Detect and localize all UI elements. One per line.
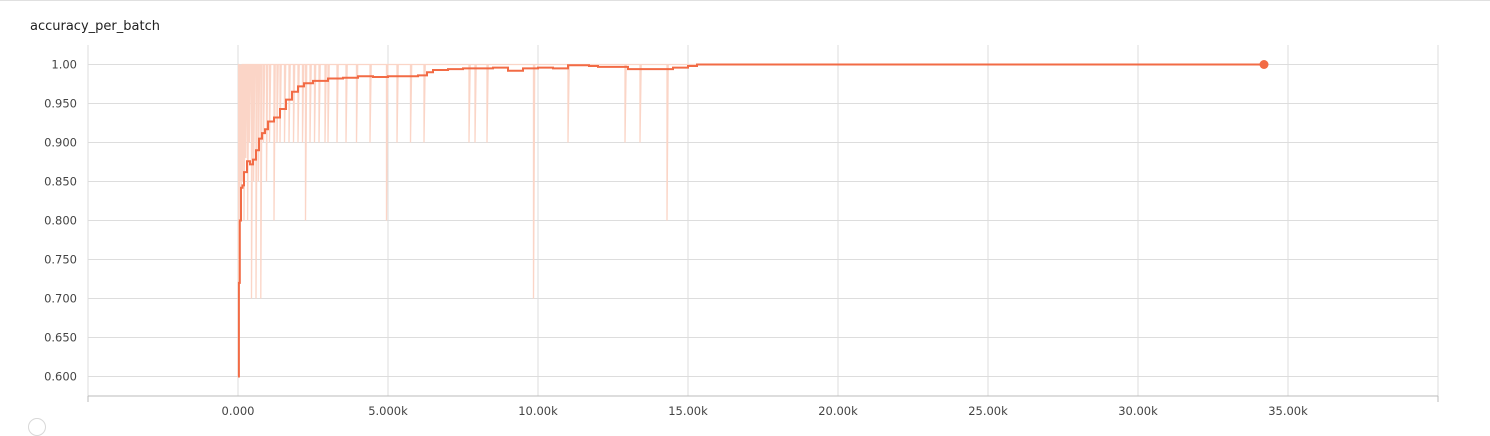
x-tick-label: 25.00k: [968, 404, 1008, 418]
y-tick-label: 0.800: [44, 214, 77, 228]
fit-domain-icon[interactable]: [28, 418, 46, 436]
y-tick-label: 0.950: [44, 97, 77, 111]
raw-series-line: [237, 63, 1264, 377]
y-tick-label: 0.850: [44, 175, 77, 189]
raw-series: [237, 63, 1264, 377]
x-tick-label: 30.00k: [1118, 404, 1158, 418]
x-tick-label: 10.00k: [518, 404, 558, 418]
x-tick-label: 15.00k: [668, 404, 708, 418]
x-tick-label: 20.00k: [818, 404, 858, 418]
chart-grid: [87, 45, 1439, 396]
y-tick-label: 0.750: [44, 253, 77, 267]
smoothed-series-line: [237, 63, 1264, 378]
smoothed-series: [237, 60, 1269, 378]
y-tick-label: 0.650: [44, 331, 77, 345]
x-tick-label: 35.00k: [1268, 404, 1308, 418]
card-top-border: [0, 0, 1490, 1]
chart-title: accuracy_per_batch: [30, 19, 160, 34]
chart-axes: [87, 395, 1439, 402]
x-tick-label: 5.000k: [368, 404, 408, 418]
chart-plot: 0.000 5.000k 10.00k 15.00k 20.00k 25.00k 30.00…: [44, 45, 1439, 419]
y-tick-label: 0.700: [44, 292, 77, 306]
y-tick-label: 0.900: [44, 136, 77, 150]
x-tick-label: 0.000: [222, 404, 255, 418]
y-tick-label: 1.00: [51, 58, 77, 72]
y-tick-label: 0.600: [44, 370, 77, 384]
chart-tick-labels: 0.000 5.000k 10.00k 15.00k 20.00k 25.00k 30.00…: [44, 58, 1308, 419]
last-point-marker: [1259, 60, 1269, 69]
